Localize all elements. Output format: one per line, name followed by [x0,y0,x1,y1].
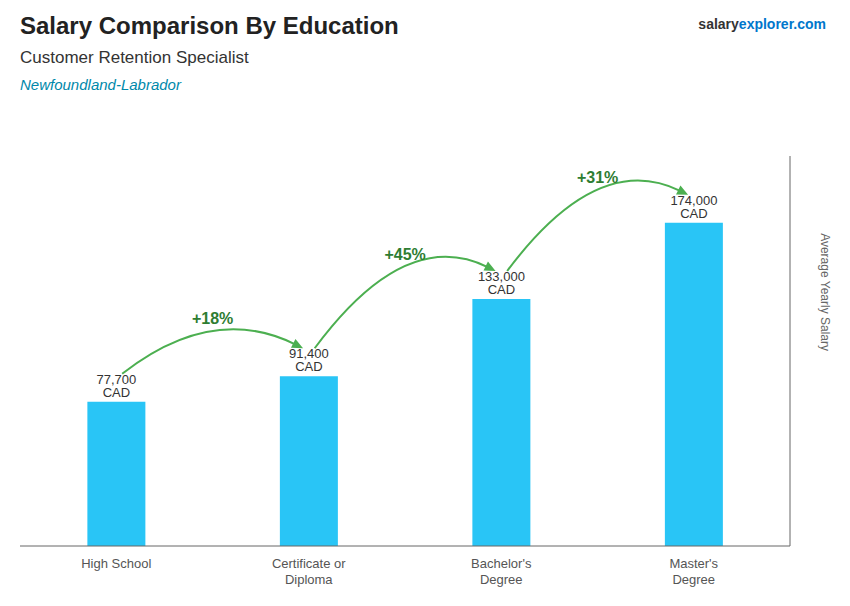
html-text:Salary Comparison By Education: Salary Comparison By Education [20,12,399,39]
svg-text:77,700CAD: 77,700CAD [96,372,136,400]
svg-text:Certificate orDiploma: Certificate orDiploma [272,556,346,587]
svg-text:Average Yearly Salary: Average Yearly Salary [818,233,832,351]
svg-text:133,000CAD: 133,000CAD [478,269,525,297]
html-text:Newfoundland-Labrador: Newfoundland-Labrador [20,76,181,93]
svg-text:+31%: +31% [577,169,618,186]
svg-text:Bachelor'sDegree: Bachelor'sDegree [471,556,532,587]
svg-text:91,400CAD: 91,400CAD [289,346,329,374]
svg-text:174,000CAD: 174,000CAD [670,193,717,221]
svg-text:+45%: +45% [384,246,425,263]
html-text:salary explorer.com: salary explorer.com [698,16,826,32]
svg-text:+18%: +18% [192,310,233,327]
html-text:Customer Retention Specialist: Customer Retention Specialist [20,48,249,67]
svg-text:High School: High School [81,556,151,571]
svg-text:Master'sDegree: Master'sDegree [669,556,718,587]
